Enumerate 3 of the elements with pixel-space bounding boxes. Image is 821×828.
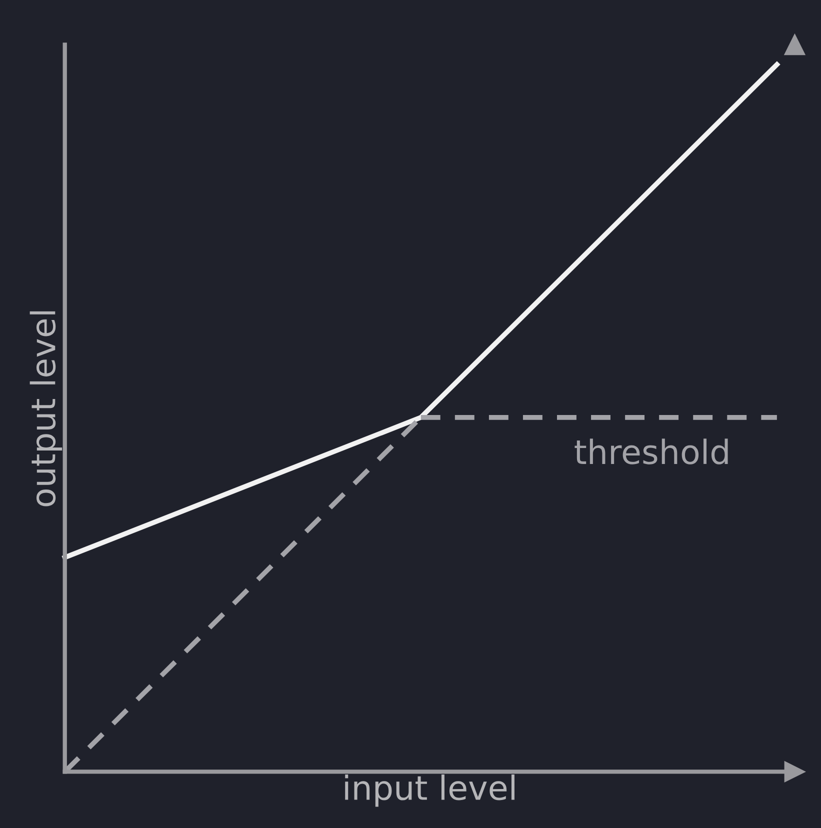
- y-axis-title: output level: [30, 311, 62, 506]
- x-axis-title: input level: [345, 774, 514, 807]
- series-label: threshold: [574, 438, 728, 464]
